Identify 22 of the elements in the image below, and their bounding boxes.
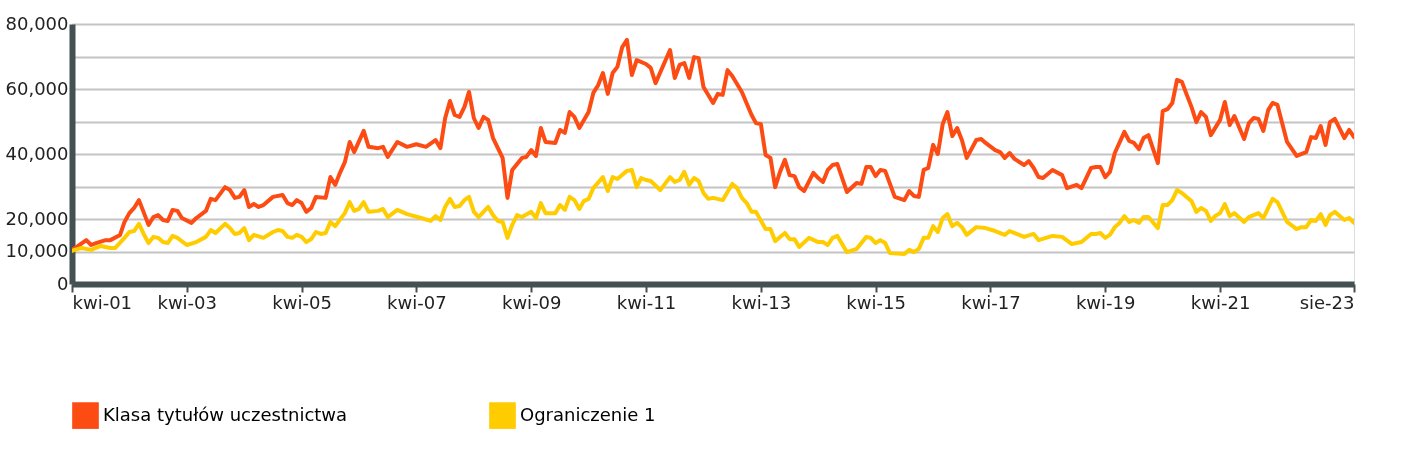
legend-label: Ograniczenie 1 (520, 403, 656, 425)
x-tick-label: kwi-03 (157, 291, 217, 313)
x-tick-label: kwi-05 (272, 291, 332, 313)
y-tick-label: 40,000 (5, 142, 69, 164)
y-tick-label: 0 (57, 272, 69, 294)
legend-label: Klasa tytułów uczestnictwa (103, 403, 348, 425)
y-tick-label: 60,000 (5, 77, 69, 99)
x-tick-label: kwi-19 (1075, 291, 1136, 313)
y-tick-label: 80,000 (5, 12, 69, 34)
x-tick-label: kwi-21 (1190, 291, 1251, 313)
y-tick-label: 10,000 (5, 240, 69, 261)
x-tick-label: kwi-09 (501, 291, 562, 313)
x-tick-label: kwi-07 (387, 291, 447, 313)
x-tick-label: kwi-11 (616, 291, 677, 313)
line-series (72, 167, 1354, 257)
y-tick-label: 20,000 (5, 207, 69, 229)
x-tick-label: kwi-15 (846, 291, 906, 313)
x-tick-label: kwi-13 (731, 291, 792, 313)
x-tick-label: kwi-01 (72, 291, 133, 313)
x-tick-label: kwi-17 (961, 291, 1021, 313)
line-series (72, 37, 1354, 252)
x-tick-label: sie-23 (1299, 291, 1355, 313)
